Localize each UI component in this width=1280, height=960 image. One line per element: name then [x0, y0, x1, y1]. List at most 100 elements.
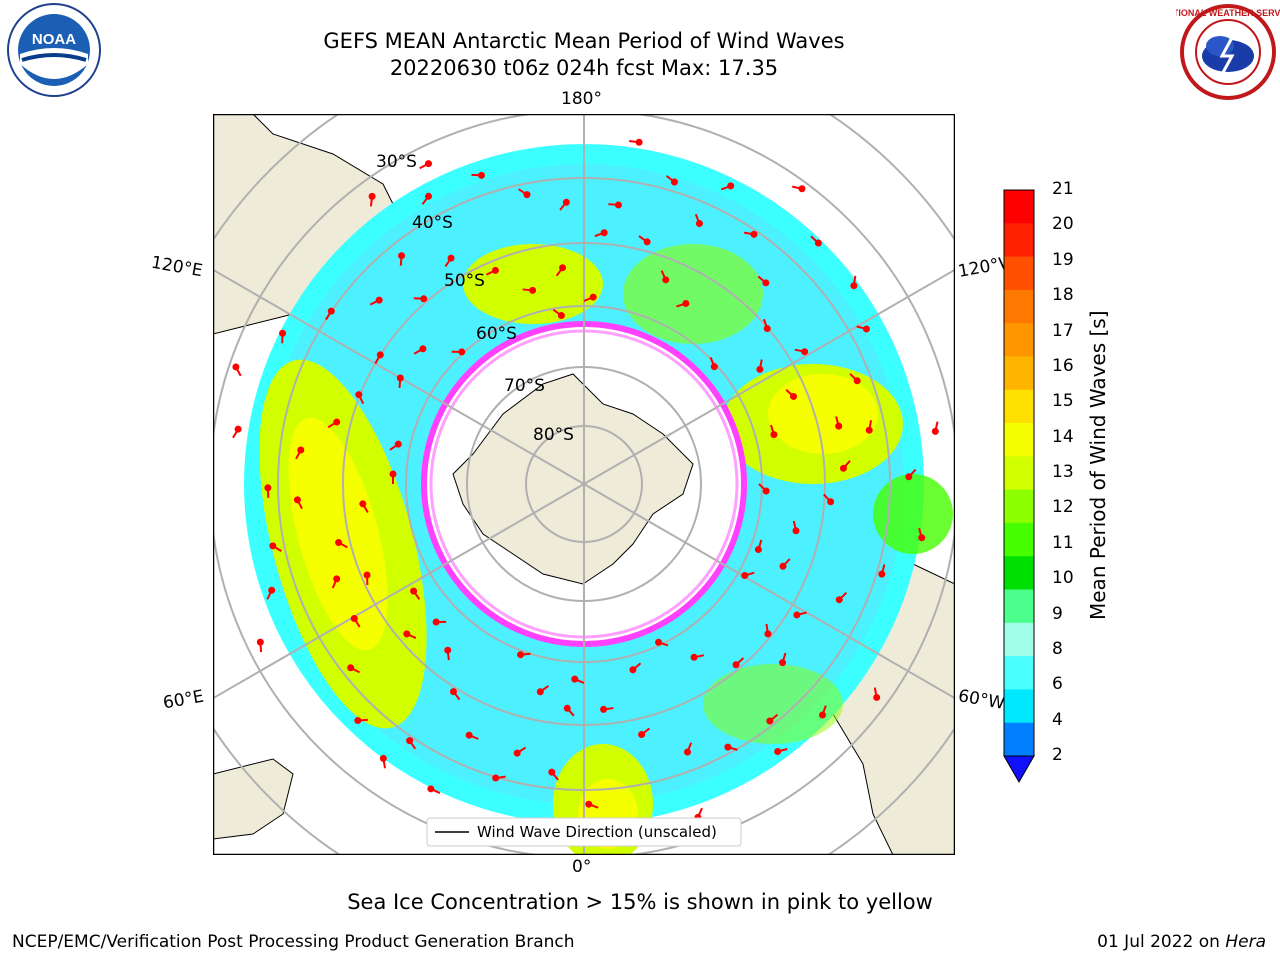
wave-direction-arrowhead [359, 500, 367, 508]
wave-direction-arrowhead [347, 664, 355, 672]
wave-direction-arrowhead [563, 704, 571, 712]
wave-direction-arrowhead [389, 470, 397, 478]
colorbar-bin [1004, 556, 1034, 591]
colorbar-tick-label: 19 [1052, 249, 1074, 270]
lon-label-120e: 120°E [149, 252, 205, 282]
wave-direction-arrowhead [268, 586, 276, 594]
colorbar-tick-label: 18 [1052, 285, 1074, 306]
wave-direction-arrowhead [662, 276, 670, 284]
wave-direction-arrowhead [682, 299, 690, 307]
colorbar-tick-label: 2 [1052, 745, 1063, 765]
wave-direction-arrowhead [379, 754, 387, 762]
wave-direction-arrowhead [264, 484, 272, 492]
wave-direction-arrowhead [600, 229, 608, 237]
wave-direction-arrowhead [724, 743, 732, 751]
colorbar-extend [1003, 755, 1035, 784]
lon-label-0: 0° [572, 857, 592, 877]
nws-logo: NATIONAL WEATHER SERVICE [1176, 4, 1280, 100]
colorbar-bin [1004, 190, 1034, 224]
colorbar-tick-label: 20 [1052, 214, 1074, 235]
wave-direction-arrowhead [376, 351, 384, 359]
wave-direction-arrowhead [754, 545, 762, 553]
colorbar-tick-label: 17 [1052, 320, 1074, 341]
wave-direction-arrowhead [779, 562, 787, 570]
wave-direction-arrowhead [394, 440, 402, 448]
wave-direction-arrowhead [375, 296, 383, 304]
colorbar-tick-label: 14 [1052, 426, 1074, 447]
wave-direction-arrowhead [368, 192, 376, 200]
colorbar-tick-label: 4 [1052, 709, 1063, 730]
wave-direction-arrowhead [355, 391, 363, 399]
wave-direction-arrowhead [363, 571, 371, 579]
wave-direction-arrowhead [792, 527, 800, 535]
lat-label-60s: 60°S [476, 324, 517, 344]
wave-direction-arrowhead [354, 717, 362, 725]
chart-subtitle: 20220630 t06z 024h fcst Max: 17.35 [389, 56, 779, 80]
wave-direction-arrowhead [465, 731, 473, 739]
wave-direction-arrowhead [232, 363, 240, 371]
chart-title: GEFS MEAN Antarctic Mean Period of Wind … [323, 29, 845, 53]
wave-direction-arrowhead [756, 365, 764, 373]
wave-direction-arrowhead [297, 446, 305, 454]
wave-direction-arrowhead [643, 238, 651, 246]
wave-direction-arrowhead [256, 638, 264, 646]
wave-direction-arrowhead [638, 731, 646, 739]
wave-direction-arrowhead [444, 646, 452, 654]
wave-direction-arrowhead [327, 307, 335, 315]
wave-direction-arrowhead [425, 192, 433, 200]
wave-direction-arrowhead [762, 487, 770, 495]
wave-direction-arrowhead [655, 638, 663, 646]
wave-direction-arrowhead [523, 191, 531, 199]
wave-direction-arrowhead [492, 774, 500, 782]
colorbar-tick-label: 6 [1052, 674, 1063, 695]
wave-direction-arrowhead [513, 749, 521, 757]
colorbar-bin [1004, 256, 1034, 291]
wave-direction-arrowhead [432, 618, 440, 626]
wave-direction-arrowhead [827, 498, 835, 506]
wave-direction-arrowhead [557, 312, 565, 320]
colorbar-bin [1004, 589, 1034, 624]
colorbar-bin [1004, 489, 1034, 524]
legend-label: Wind Wave Direction (unscaled) [477, 823, 717, 841]
wave-direction-arrowhead [710, 363, 718, 371]
wave-direction-arrowhead [293, 496, 301, 504]
wave-direction-arrowhead [536, 688, 544, 696]
wave-direction-arrowhead [406, 737, 414, 745]
wave-direction-arrowhead [774, 747, 782, 755]
wave-direction-arrowhead [585, 800, 593, 808]
colorbar-tick-label: 9 [1052, 603, 1063, 624]
wave-direction-arrowhead [629, 666, 637, 674]
wave-direction-arrowhead [571, 675, 579, 683]
wave-direction-arrowhead [690, 653, 698, 661]
africa-land [213, 758, 294, 840]
colorbar-bin [1004, 423, 1034, 457]
colorbar-bin [1004, 456, 1034, 491]
caption: Sea Ice Concentration > 15% is shown in … [347, 890, 933, 914]
map-legend: Wind Wave Direction (unscaled) [426, 817, 742, 847]
lat-label-80s: 80°S [533, 425, 574, 445]
wave-direction-arrowhead [741, 572, 749, 580]
colorbar-bin [1004, 522, 1034, 557]
wave-direction-arrowhead [403, 630, 411, 638]
wave-direction-arrowhead [419, 345, 427, 353]
wave-direction-arrowhead [918, 534, 926, 542]
wave-direction-arrowhead [458, 348, 466, 356]
colorbar-bin [1004, 356, 1034, 391]
colorbar-bin [1004, 722, 1034, 757]
wave-direction-arrowhead [763, 325, 771, 333]
colorbar-bin [1004, 323, 1034, 357]
colorbar [1003, 189, 1035, 784]
wave-direction-arrowhead [517, 651, 525, 659]
wave-direction-arrowhead [589, 293, 597, 301]
wave-direction-arrowhead [770, 431, 778, 439]
colorbar-tick-label: 8 [1052, 638, 1063, 659]
wave-direction-arrowhead [335, 539, 343, 547]
lon-label-180: 180° [561, 89, 602, 109]
wave-direction-arrowhead [269, 542, 277, 550]
wave-direction-arrowhead [477, 171, 485, 179]
colorbar-tick-label: 13 [1052, 462, 1074, 482]
lat-label-40s: 40°S [412, 213, 453, 233]
wave-direction-arrowhead [873, 693, 881, 701]
noaa-logo-text: NOAA [32, 31, 76, 48]
wave-direction-arrowhead [427, 785, 435, 793]
